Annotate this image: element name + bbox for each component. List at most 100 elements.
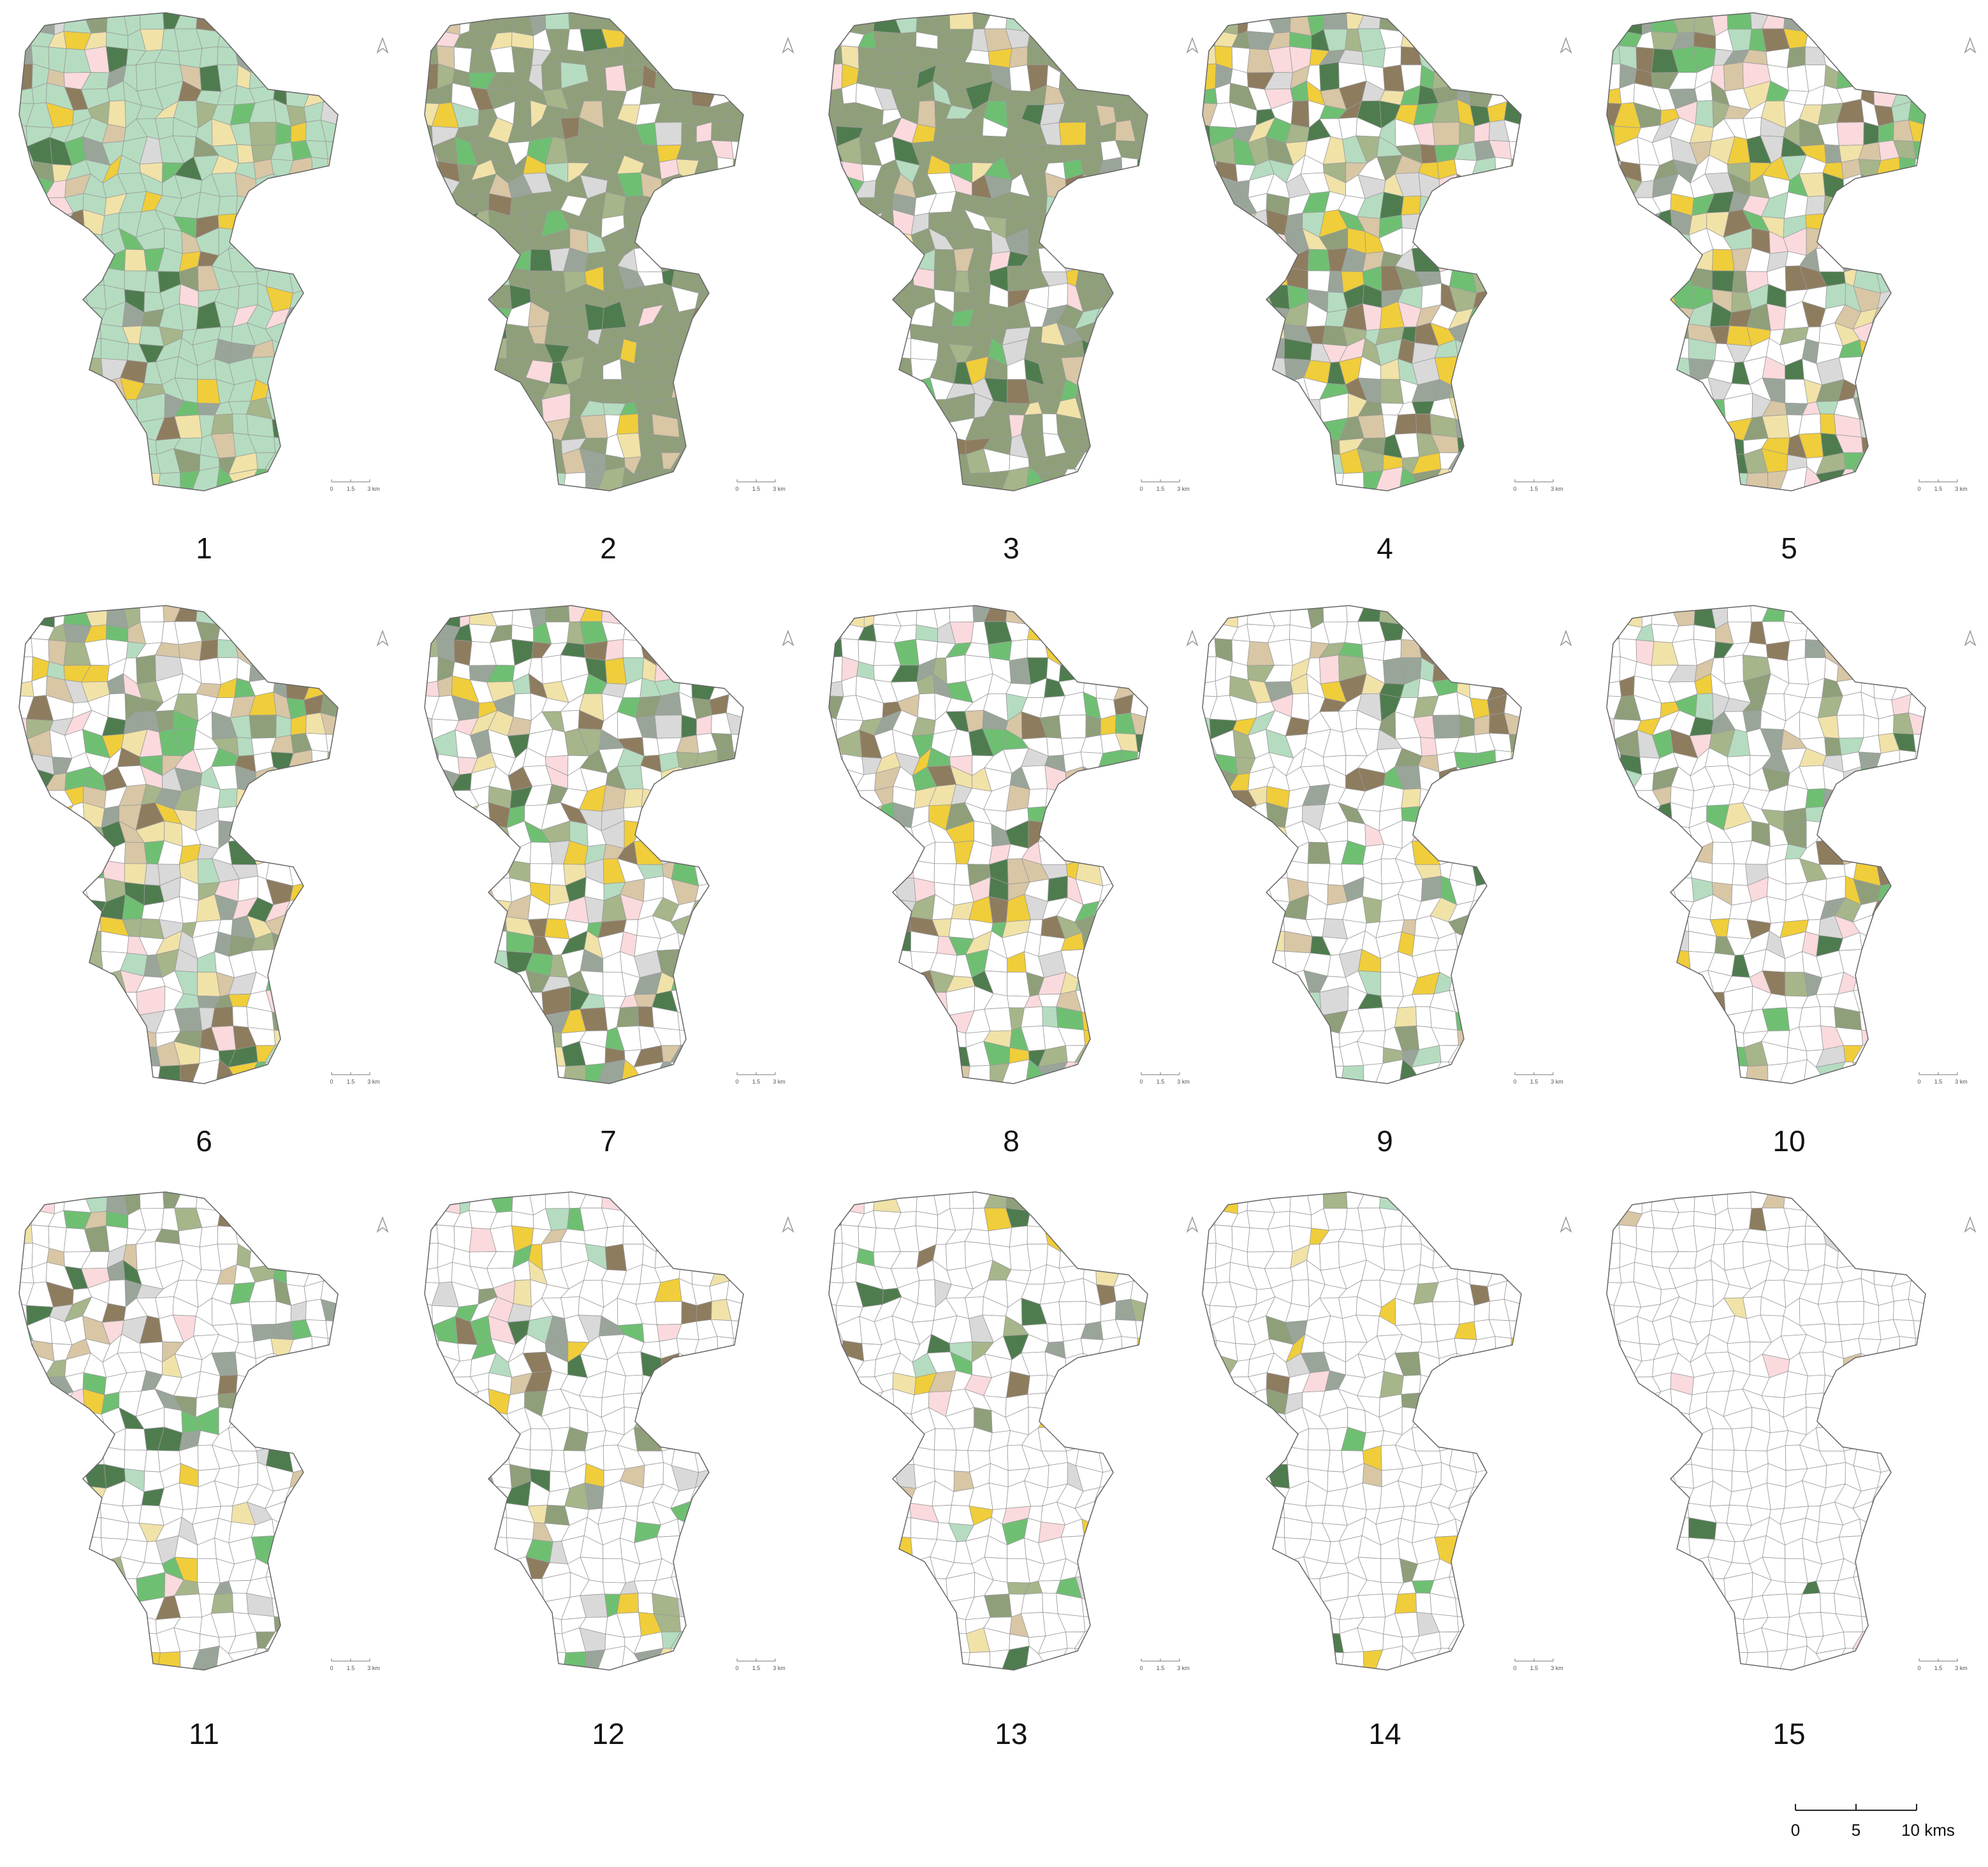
map-regions — [13, 606, 344, 1084]
district — [822, 767, 842, 792]
district — [1196, 1024, 1220, 1051]
district — [710, 289, 731, 306]
district — [822, 360, 843, 382]
district — [145, 864, 160, 885]
mini-scale-label: 0 — [1917, 1079, 1920, 1085]
district — [1196, 896, 1218, 922]
district — [1708, 1012, 1729, 1030]
district — [247, 13, 272, 31]
district — [13, 842, 32, 866]
district — [320, 1224, 344, 1252]
district — [320, 657, 344, 682]
mini-scale-label: 0 — [330, 1079, 333, 1085]
district — [1137, 952, 1154, 976]
district — [1871, 989, 1894, 1015]
district — [1133, 894, 1154, 921]
district — [530, 271, 552, 292]
district — [1196, 467, 1218, 491]
district — [108, 694, 126, 721]
district — [469, 970, 494, 994]
district — [1227, 323, 1256, 347]
district — [1118, 1066, 1134, 1084]
district — [526, 992, 543, 1015]
panel-label: 10 — [1772, 1124, 1805, 1158]
district — [967, 1065, 990, 1084]
district — [1508, 381, 1528, 398]
district — [325, 381, 344, 398]
district — [1653, 878, 1677, 899]
district — [1825, 876, 1845, 901]
district — [418, 639, 438, 658]
district — [1341, 1065, 1364, 1084]
district — [1063, 221, 1084, 233]
district — [563, 1065, 586, 1084]
district — [1504, 810, 1528, 825]
district — [33, 323, 45, 347]
district — [494, 848, 513, 866]
district — [418, 825, 437, 849]
district — [418, 326, 440, 347]
district — [1890, 434, 1908, 455]
district — [1651, 377, 1676, 402]
district — [541, 62, 561, 91]
district — [634, 246, 662, 272]
district — [13, 161, 33, 175]
district — [640, 29, 655, 48]
district — [1711, 1024, 1729, 1047]
district — [726, 810, 750, 825]
district — [1822, 621, 1838, 641]
district — [677, 27, 694, 54]
district — [1229, 860, 1252, 885]
district — [656, 641, 680, 665]
district — [211, 414, 233, 434]
district — [13, 881, 35, 902]
district — [671, 469, 692, 491]
district — [321, 202, 344, 218]
district — [822, 639, 842, 658]
district — [1401, 13, 1420, 36]
district — [303, 449, 325, 476]
district — [1695, 694, 1713, 721]
district — [469, 377, 494, 402]
district — [730, 381, 750, 398]
district — [1120, 193, 1131, 217]
district — [1451, 13, 1472, 31]
district — [283, 1228, 309, 1252]
district — [472, 430, 488, 454]
district — [708, 393, 734, 419]
district — [727, 773, 750, 794]
district — [471, 894, 495, 917]
district — [1009, 639, 1027, 660]
district — [140, 606, 164, 622]
district — [928, 1064, 951, 1084]
district — [875, 301, 899, 324]
district — [1078, 606, 1098, 624]
district — [1136, 734, 1154, 752]
district — [1218, 902, 1234, 922]
district — [26, 1060, 54, 1084]
district — [689, 1006, 717, 1033]
district — [710, 804, 735, 830]
district — [1431, 606, 1455, 624]
district — [1486, 637, 1505, 665]
district — [68, 1068, 92, 1084]
district — [1910, 231, 1932, 252]
district — [274, 174, 293, 201]
district — [1841, 813, 1862, 825]
district — [1118, 474, 1134, 491]
district — [1282, 1024, 1312, 1047]
district — [1283, 989, 1310, 1012]
district — [450, 398, 477, 419]
district — [13, 46, 33, 65]
panel-label: 6 — [196, 1124, 212, 1158]
district — [1266, 989, 1287, 1006]
district — [1132, 933, 1154, 959]
district — [602, 606, 626, 625]
district — [34, 395, 49, 421]
district — [1853, 229, 1880, 256]
district — [1047, 145, 1063, 163]
district — [1094, 619, 1122, 646]
district — [1505, 321, 1528, 348]
district — [1816, 246, 1844, 272]
